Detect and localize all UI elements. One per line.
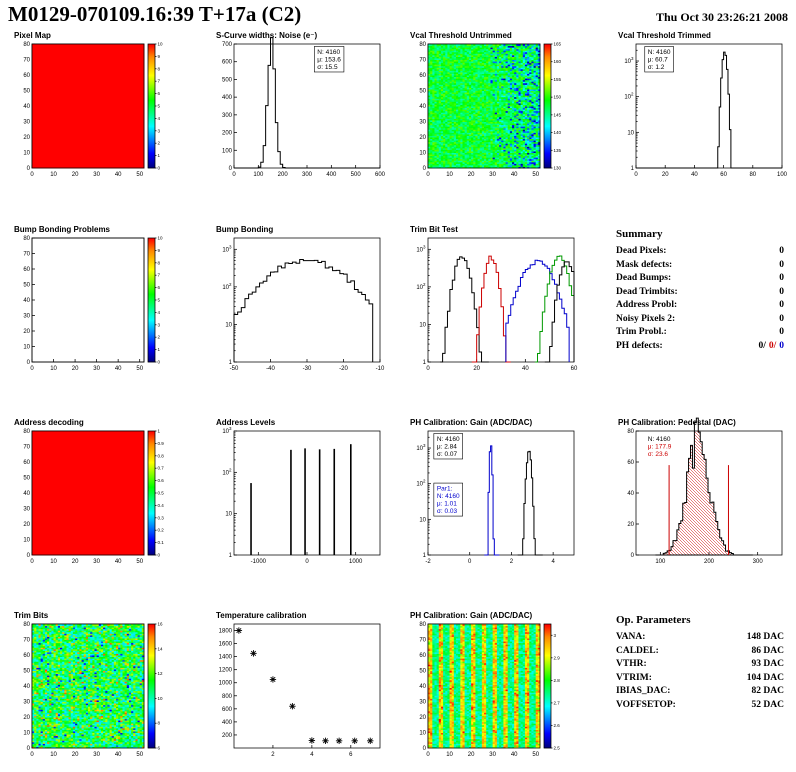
- chart-bump-bonding: [208, 222, 392, 380]
- row-value: 0: [779, 286, 784, 297]
- param-row: PH defects: 0/0/0: [616, 340, 784, 354]
- row-label: Mask defects:: [616, 259, 673, 270]
- row-label: Dead Pixels:: [616, 246, 667, 256]
- param-row: VTHR: 93 DAC: [616, 658, 784, 672]
- chart-ph-gain: [402, 415, 586, 573]
- row-value: 0: [779, 300, 784, 310]
- row-label: IBIAS_DAC:: [616, 686, 671, 696]
- row-label: Dead Trimbits:: [616, 286, 678, 297]
- row-label: Trim Probl.:: [616, 327, 667, 337]
- param-row: Dead Bumps: 0: [616, 272, 784, 286]
- row-label: CALDEL:: [616, 645, 659, 656]
- param-row: Mask defects: 0: [616, 259, 784, 273]
- chart-vcal-untrimmed: [402, 28, 586, 186]
- op-parameters-title: Op. Parameters: [616, 614, 691, 626]
- row-value: 0/0/0: [755, 340, 784, 354]
- param-row: IBIAS_DAC: 82 DAC: [616, 685, 784, 699]
- chart-address-levels: [208, 415, 392, 573]
- chart-pixel-map: [6, 28, 190, 186]
- row-label: Dead Bumps:: [616, 273, 672, 283]
- chart-trim-bits: [6, 608, 190, 766]
- row-value: 86 DAC: [751, 645, 784, 656]
- chart-vcal-trimmed: [610, 28, 794, 186]
- row-value: 93 DAC: [751, 659, 784, 669]
- row-label: VOFFSETOP:: [616, 699, 676, 710]
- chart-address-decoding: [6, 415, 190, 573]
- row-label: PH defects:: [616, 340, 663, 351]
- chart-bump-problems: [6, 222, 190, 380]
- timestamp: Thu Oct 30 23:26:21 2008: [656, 10, 788, 24]
- row-value: 82 DAC: [751, 686, 784, 696]
- row-label: VTRIM:: [616, 672, 652, 683]
- param-row: CALDEL: 86 DAC: [616, 645, 784, 659]
- row-value: 0: [779, 313, 784, 324]
- row-label: VANA:: [616, 632, 646, 642]
- row-value: 0: [779, 273, 784, 283]
- row-value: 0: [779, 246, 784, 256]
- chart-trim-bit-test: [402, 222, 586, 380]
- row-label: Address Probl:: [616, 300, 678, 310]
- row-value: 148 DAC: [746, 632, 784, 642]
- param-row: VTRIM: 104 DAC: [616, 672, 784, 686]
- row-value: 104 DAC: [746, 672, 784, 683]
- chart-ph-gain-map: [402, 608, 586, 766]
- param-row: Dead Trimbits: 0: [616, 286, 784, 300]
- row-value: 0: [779, 259, 784, 270]
- row-value-part: 0: [779, 340, 784, 351]
- row-value-part: 0/: [768, 340, 777, 351]
- page-title: M0129-070109.16:39 T+17a (C2): [8, 2, 302, 26]
- row-value: 52 DAC: [751, 699, 784, 710]
- summary-panel: Summary Dead Pixels: 0 Mask defects: 0 Dead …: [616, 228, 784, 353]
- op-parameters-rows: VANA: 148 DAC CALDEL: 86 DAC VTHR: 93 DAC VTRI…: [616, 631, 784, 712]
- param-row: Address Probl: 0: [616, 299, 784, 313]
- chart-scurve-noise: [208, 28, 392, 186]
- param-row: VOFFSETOP: 52 DAC: [616, 699, 784, 713]
- chart-temperature-cal: [208, 608, 392, 766]
- param-row: Dead Pixels: 0: [616, 245, 784, 259]
- chart-ph-pedestal: [610, 415, 794, 573]
- row-value: 0: [779, 327, 784, 337]
- summary-title: Summary: [616, 228, 663, 240]
- row-label: Noisy Pixels 2:: [616, 313, 676, 324]
- op-parameters-panel: Op. Parameters VANA: 148 DAC CALDEL: 86 DAC…: [616, 614, 784, 712]
- row-value-part: 0/: [758, 340, 766, 351]
- summary-rows: Dead Pixels: 0 Mask defects: 0 Dead Bumps: 0 D…: [616, 245, 784, 353]
- param-row: Noisy Pixels 2: 0: [616, 313, 784, 327]
- param-row: Trim Probl.: 0: [616, 326, 784, 340]
- row-label: VTHR:: [616, 659, 647, 669]
- param-row: VANA: 148 DAC: [616, 631, 784, 645]
